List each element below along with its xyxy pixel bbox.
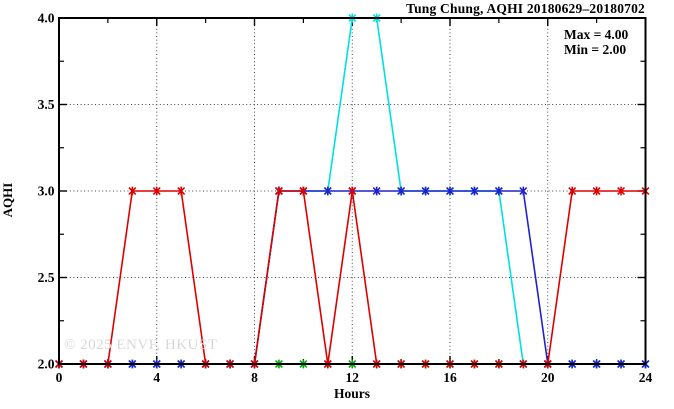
y-tick-label: 2.0	[38, 357, 55, 372]
series-red-marker	[299, 186, 308, 196]
x-tick-label: 4	[153, 370, 160, 385]
y-tick-label: 3.5	[38, 97, 55, 112]
y-axis-title: AQHI	[0, 182, 15, 218]
y-tick-label: 2.5	[38, 270, 55, 285]
x-tick-label: 16	[443, 370, 457, 385]
max-min-legend: Max = 4.00 Min = 2.00	[564, 27, 628, 57]
series-blue-marker	[397, 186, 406, 196]
watermark-text: © 2025 ENVF, HKUST	[64, 337, 218, 353]
y-tick-label: 4.0	[38, 11, 55, 26]
x-tick-label: 0	[56, 370, 63, 385]
series-blue-marker	[519, 186, 528, 196]
series-blue-marker	[470, 186, 479, 196]
series-red-marker	[128, 186, 137, 196]
series-blue-marker	[494, 186, 503, 196]
x-tick-label: 12	[346, 370, 360, 385]
x-axis-title: Hours	[333, 386, 370, 401]
series-blue-marker	[372, 186, 381, 196]
x-tick-label: 20	[541, 370, 555, 385]
series-blue-marker	[446, 186, 454, 196]
chart-title: Tung Chung, AQHI 20180629–20180702	[406, 1, 645, 16]
max-value-label: Max = 4.00	[564, 27, 629, 42]
series-red-marker	[177, 186, 186, 196]
series-red-marker	[274, 186, 283, 196]
series-blue-marker	[323, 186, 332, 196]
series-red-marker	[152, 186, 161, 196]
y-tick-label: 3.0	[38, 184, 55, 199]
min-value-label: Min = 2.00	[564, 42, 627, 57]
series-blue-marker	[421, 186, 430, 196]
series-red-marker	[592, 186, 601, 196]
series-red-marker	[617, 186, 626, 196]
series-red-marker	[348, 186, 357, 196]
x-tick-label: 24	[639, 370, 653, 385]
series-red-marker	[568, 186, 577, 196]
x-tick-label: 8	[251, 370, 258, 385]
plot-border	[58, 17, 647, 365]
